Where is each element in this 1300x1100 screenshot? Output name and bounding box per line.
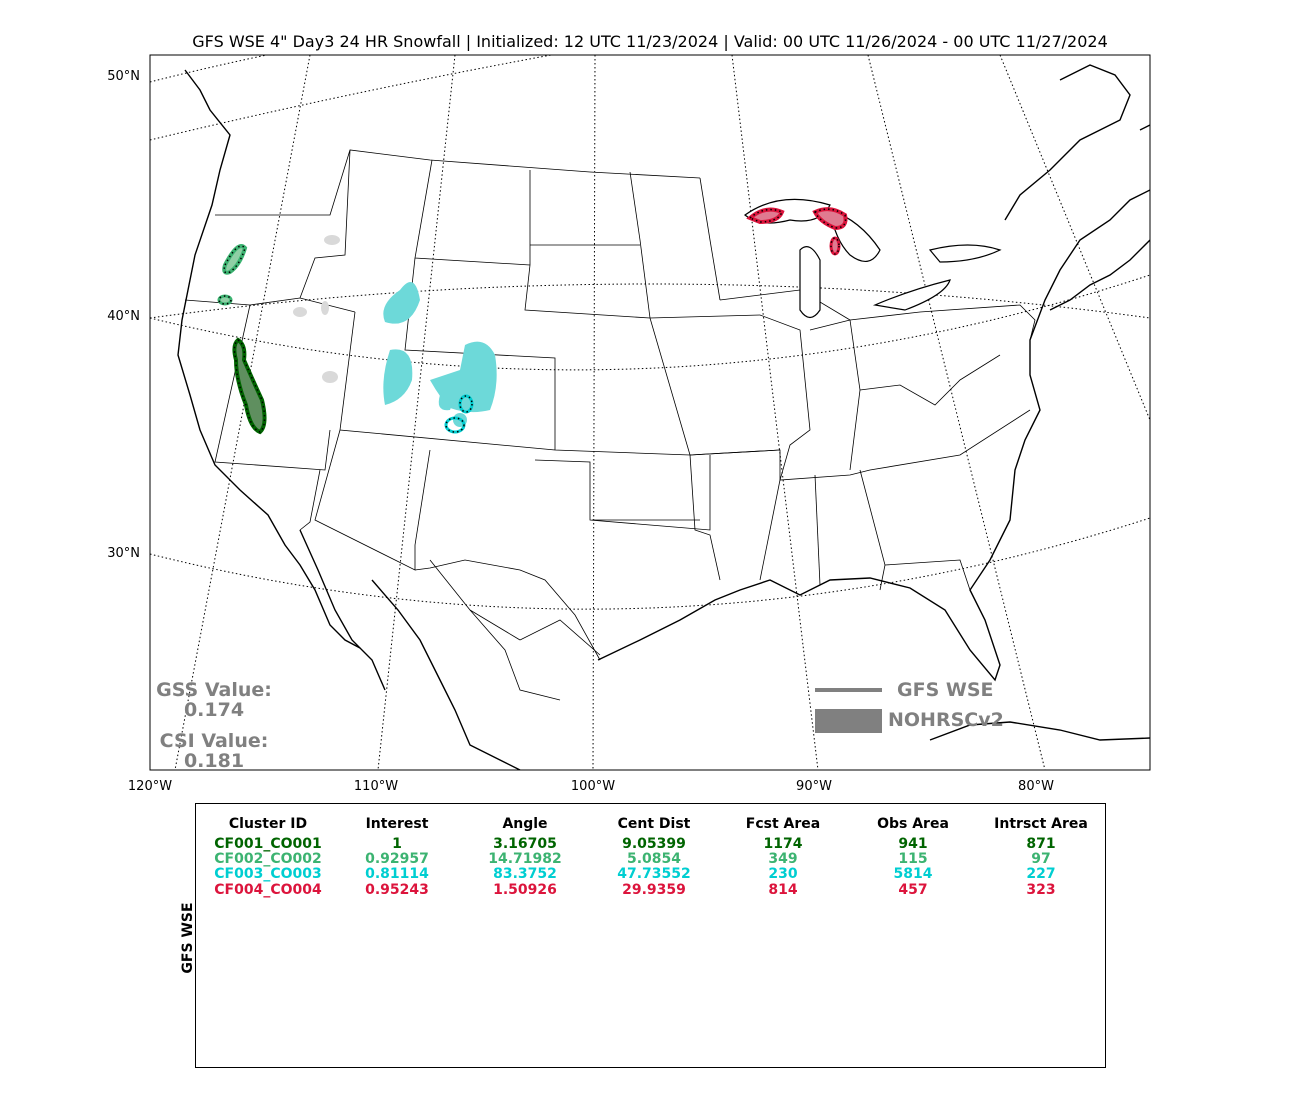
- table-cell: CF001_CO001: [214, 836, 322, 852]
- table-header-cell: Intrsct Area: [994, 816, 1088, 832]
- lat-label-30: 30°N: [107, 546, 140, 561]
- lon-label-100: 100°W: [571, 779, 615, 794]
- lon-label-90: 90°W: [796, 779, 832, 794]
- lon-label-120: 120°W: [128, 779, 172, 794]
- table-cell: 230: [768, 866, 798, 882]
- cluster3-fcst-dots: [445, 395, 473, 433]
- state-borders: [184, 149, 1036, 701]
- unmatched-objects: [293, 235, 340, 383]
- table-side-label: GFS WSE: [180, 902, 196, 974]
- map-title: GFS WSE 4" Day3 24 HR Snowfall | Initial…: [192, 32, 1108, 51]
- table-header-cell: Cluster ID: [228, 816, 308, 832]
- lat-label-40: 40°N: [107, 309, 140, 324]
- lon-label-110: 110°W: [354, 779, 398, 794]
- table-cell: 1: [392, 836, 402, 852]
- table-cell: 97: [1031, 851, 1051, 867]
- table-cell: 0.92957: [365, 851, 429, 867]
- table-cell: CF002_CO002: [214, 851, 322, 867]
- great-lakes: [744, 198, 1002, 319]
- table-cell: 814: [768, 882, 798, 898]
- table-cell: 323: [1026, 882, 1056, 898]
- graticule: [150, 55, 1150, 770]
- legend-fill-label: NOHRSCv2: [888, 709, 1004, 731]
- table-cell: 9.05399: [622, 836, 686, 852]
- cluster3-obs: [383, 282, 497, 427]
- table-header-cell: Cent Dist: [617, 816, 691, 832]
- table-cell: 0.95243: [365, 882, 429, 898]
- map-frame: [149, 54, 1151, 771]
- table-cell: 349: [768, 851, 798, 867]
- cluster4: [746, 207, 848, 256]
- table-cell: 5814: [893, 866, 933, 882]
- table-header-cell: Angle: [502, 816, 548, 832]
- table-cell: 47.73552: [617, 866, 691, 882]
- coastline: [177, 64, 1150, 770]
- table-cell: 29.9359: [622, 882, 686, 898]
- table-cell: 1174: [763, 836, 803, 852]
- table-cell: 457: [898, 882, 928, 898]
- legend-fill-marker: [815, 709, 882, 733]
- gss-label: GSS Value:: [156, 679, 272, 701]
- table-cell: 14.71982: [488, 851, 562, 867]
- table-header-cell: Interest: [365, 816, 429, 832]
- table-cell: 0.81114: [365, 866, 429, 882]
- table-cell: 115: [898, 851, 928, 867]
- table-header-cell: Obs Area: [877, 816, 949, 832]
- cluster2: [217, 244, 248, 306]
- table-cell: CF004_CO004: [214, 882, 322, 898]
- table-cell: 83.3752: [493, 866, 557, 882]
- table-cell: 3.16705: [493, 836, 557, 852]
- lat-label-50: 50°N: [107, 69, 140, 84]
- lon-label-80: 80°W: [1018, 779, 1054, 794]
- table-cell: 941: [898, 836, 928, 852]
- table-cell: 5.0854: [626, 851, 682, 867]
- cluster1: [232, 337, 267, 435]
- table-cell: 227: [1026, 866, 1056, 882]
- csi-label: CSI Value:: [159, 730, 269, 752]
- table-cell: 1.50926: [493, 882, 557, 898]
- cluster-stats-table: Cluster ID Interest Angle Cent Dist Fcst Are…: [195, 803, 1106, 1068]
- gss-value: 0.174: [183, 699, 245, 721]
- csi-value: 0.181: [183, 750, 245, 772]
- table-cell: CF003_CO003: [214, 866, 322, 882]
- legend-line-label: GFS WSE: [897, 679, 994, 701]
- table-cell: 871: [1026, 836, 1056, 852]
- table-header-cell: Fcst Area: [745, 816, 821, 832]
